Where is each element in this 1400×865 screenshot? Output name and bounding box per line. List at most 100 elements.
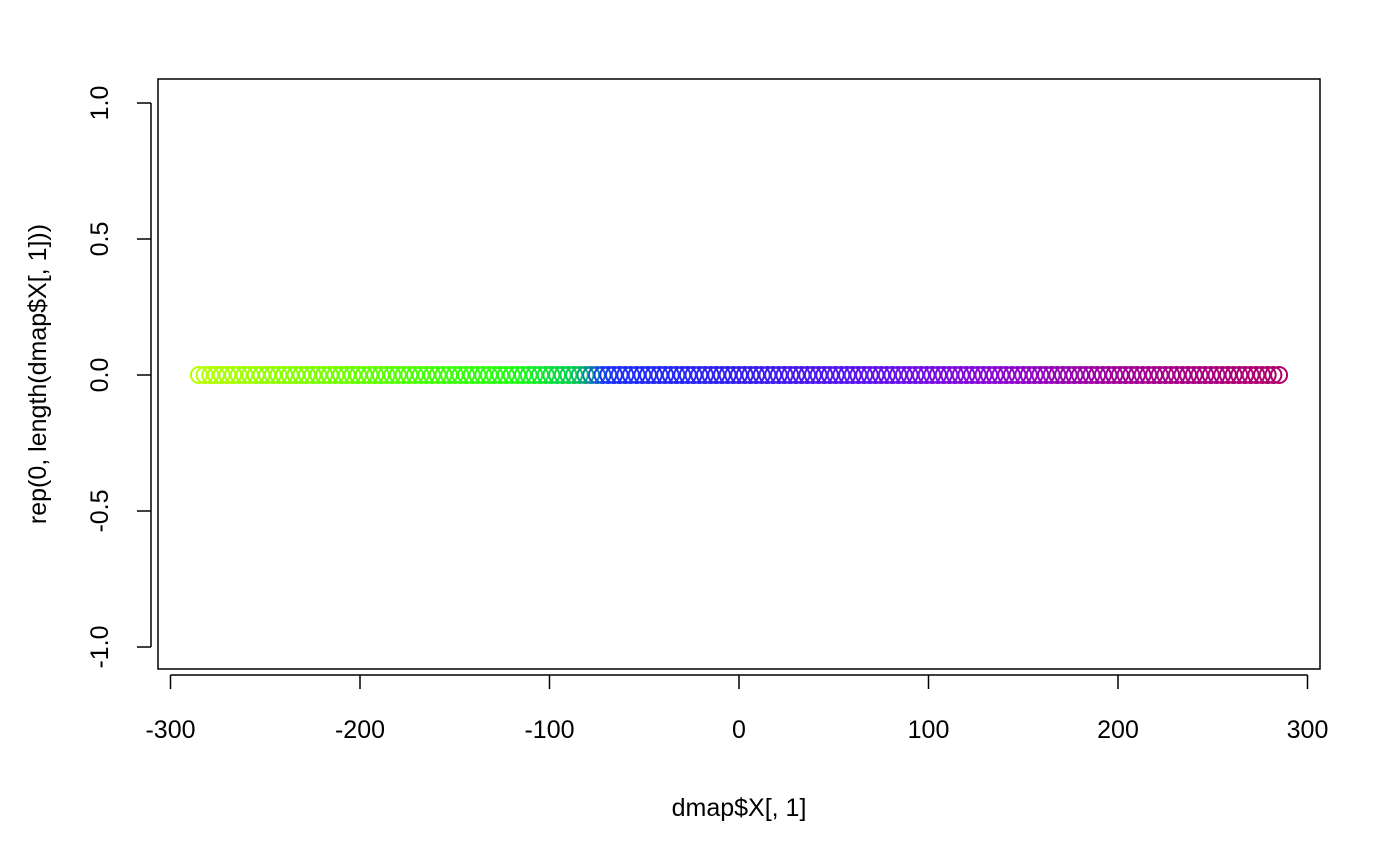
data-point: [224, 366, 243, 384]
data-point: [394, 366, 413, 384]
data-point: [1002, 366, 1021, 384]
x-tick-label: -300: [145, 716, 195, 744]
data-point: [570, 366, 589, 384]
data-point: [815, 366, 834, 384]
data-point: [1184, 366, 1203, 384]
data-point: [1025, 366, 1044, 384]
data-point: [1105, 366, 1124, 384]
data-point: [297, 366, 316, 384]
data-point: [491, 366, 510, 384]
data-point: [604, 366, 623, 384]
plot-frame: [157, 78, 1321, 670]
data-point: [1235, 366, 1254, 384]
data-point: [1048, 366, 1067, 384]
data-point: [496, 366, 515, 384]
data-point: [764, 366, 783, 384]
data-point: [286, 366, 305, 384]
data-point: [769, 366, 788, 384]
data-point: [462, 366, 481, 384]
data-point: [775, 366, 794, 384]
data-point: [724, 366, 743, 384]
data-point: [798, 366, 817, 384]
data-point: [644, 366, 663, 384]
data-point: [991, 366, 1010, 384]
x-tick-label: 200: [1097, 716, 1139, 744]
data-point: [206, 366, 225, 384]
data-point: [906, 366, 925, 384]
data-point: [360, 366, 379, 384]
data-point: [326, 366, 345, 384]
y-tick-label: -0.5: [86, 489, 114, 532]
data-point: [610, 366, 629, 384]
data-point: [1031, 366, 1050, 384]
data-point: [1042, 366, 1061, 384]
data-point: [1162, 366, 1181, 384]
data-point: [883, 366, 902, 384]
data-point: [1230, 366, 1249, 384]
data-point: [1258, 366, 1277, 384]
data-point: [1122, 366, 1141, 384]
data-point: [536, 366, 555, 384]
data-point: [377, 366, 396, 384]
data-point: [667, 366, 686, 384]
x-tick-label: 300: [1287, 716, 1329, 744]
data-point: [1201, 366, 1220, 384]
y-tick-label: 0.0: [86, 358, 114, 393]
data-point: [411, 366, 430, 384]
data-point: [718, 366, 737, 384]
data-point: [269, 366, 288, 384]
x-axis: -300 -200 -100 0 100 200 300: [145, 674, 1329, 744]
data-point: [707, 366, 726, 384]
data-point: [803, 366, 822, 384]
data-point: [508, 366, 527, 384]
data-point: [1253, 366, 1272, 384]
data-point: [701, 366, 720, 384]
data-point: [519, 366, 538, 384]
data-point: [434, 366, 453, 384]
data-point: [650, 366, 669, 384]
data-point: [809, 366, 828, 384]
data-point: [1082, 366, 1101, 384]
data-point: [1190, 366, 1209, 384]
data-point: [826, 366, 845, 384]
data-point: [730, 366, 748, 384]
data-point: [445, 366, 464, 384]
data-point: [957, 366, 976, 384]
data-point: [758, 366, 777, 384]
data-point: [1270, 366, 1289, 384]
data-point: [1196, 366, 1215, 384]
data-point: [1065, 366, 1084, 384]
data-point: [1264, 366, 1283, 384]
data-point: [968, 366, 987, 384]
data-point: [513, 366, 532, 384]
y-tick-label: 0.5: [86, 222, 114, 257]
data-point: [1071, 366, 1090, 384]
data-point: [690, 366, 709, 384]
data-point: [889, 366, 908, 384]
data-point: [684, 366, 703, 384]
data-point: [485, 366, 504, 384]
data-point: [303, 366, 322, 384]
data-point: [820, 366, 839, 384]
data-point: [1093, 366, 1112, 384]
y-tick-label: 1.0: [86, 86, 114, 121]
data-point: [417, 366, 436, 384]
data-point: [621, 366, 640, 384]
data-point: [1036, 366, 1055, 384]
data-point: [980, 366, 999, 384]
data-point: [900, 366, 919, 384]
data-point: [587, 366, 606, 384]
data-point: [309, 366, 328, 384]
data-point: [212, 366, 231, 384]
data-point: [866, 366, 885, 384]
data-point: [531, 366, 550, 384]
data-point: [235, 366, 254, 384]
data-point: [201, 366, 220, 384]
x-tick-label: 100: [908, 716, 950, 744]
data-point: [639, 366, 658, 384]
data-point: [678, 366, 697, 384]
data-point: [474, 366, 493, 384]
data-point: [1088, 366, 1107, 384]
data-point: [974, 366, 993, 384]
data-point: [917, 366, 936, 384]
